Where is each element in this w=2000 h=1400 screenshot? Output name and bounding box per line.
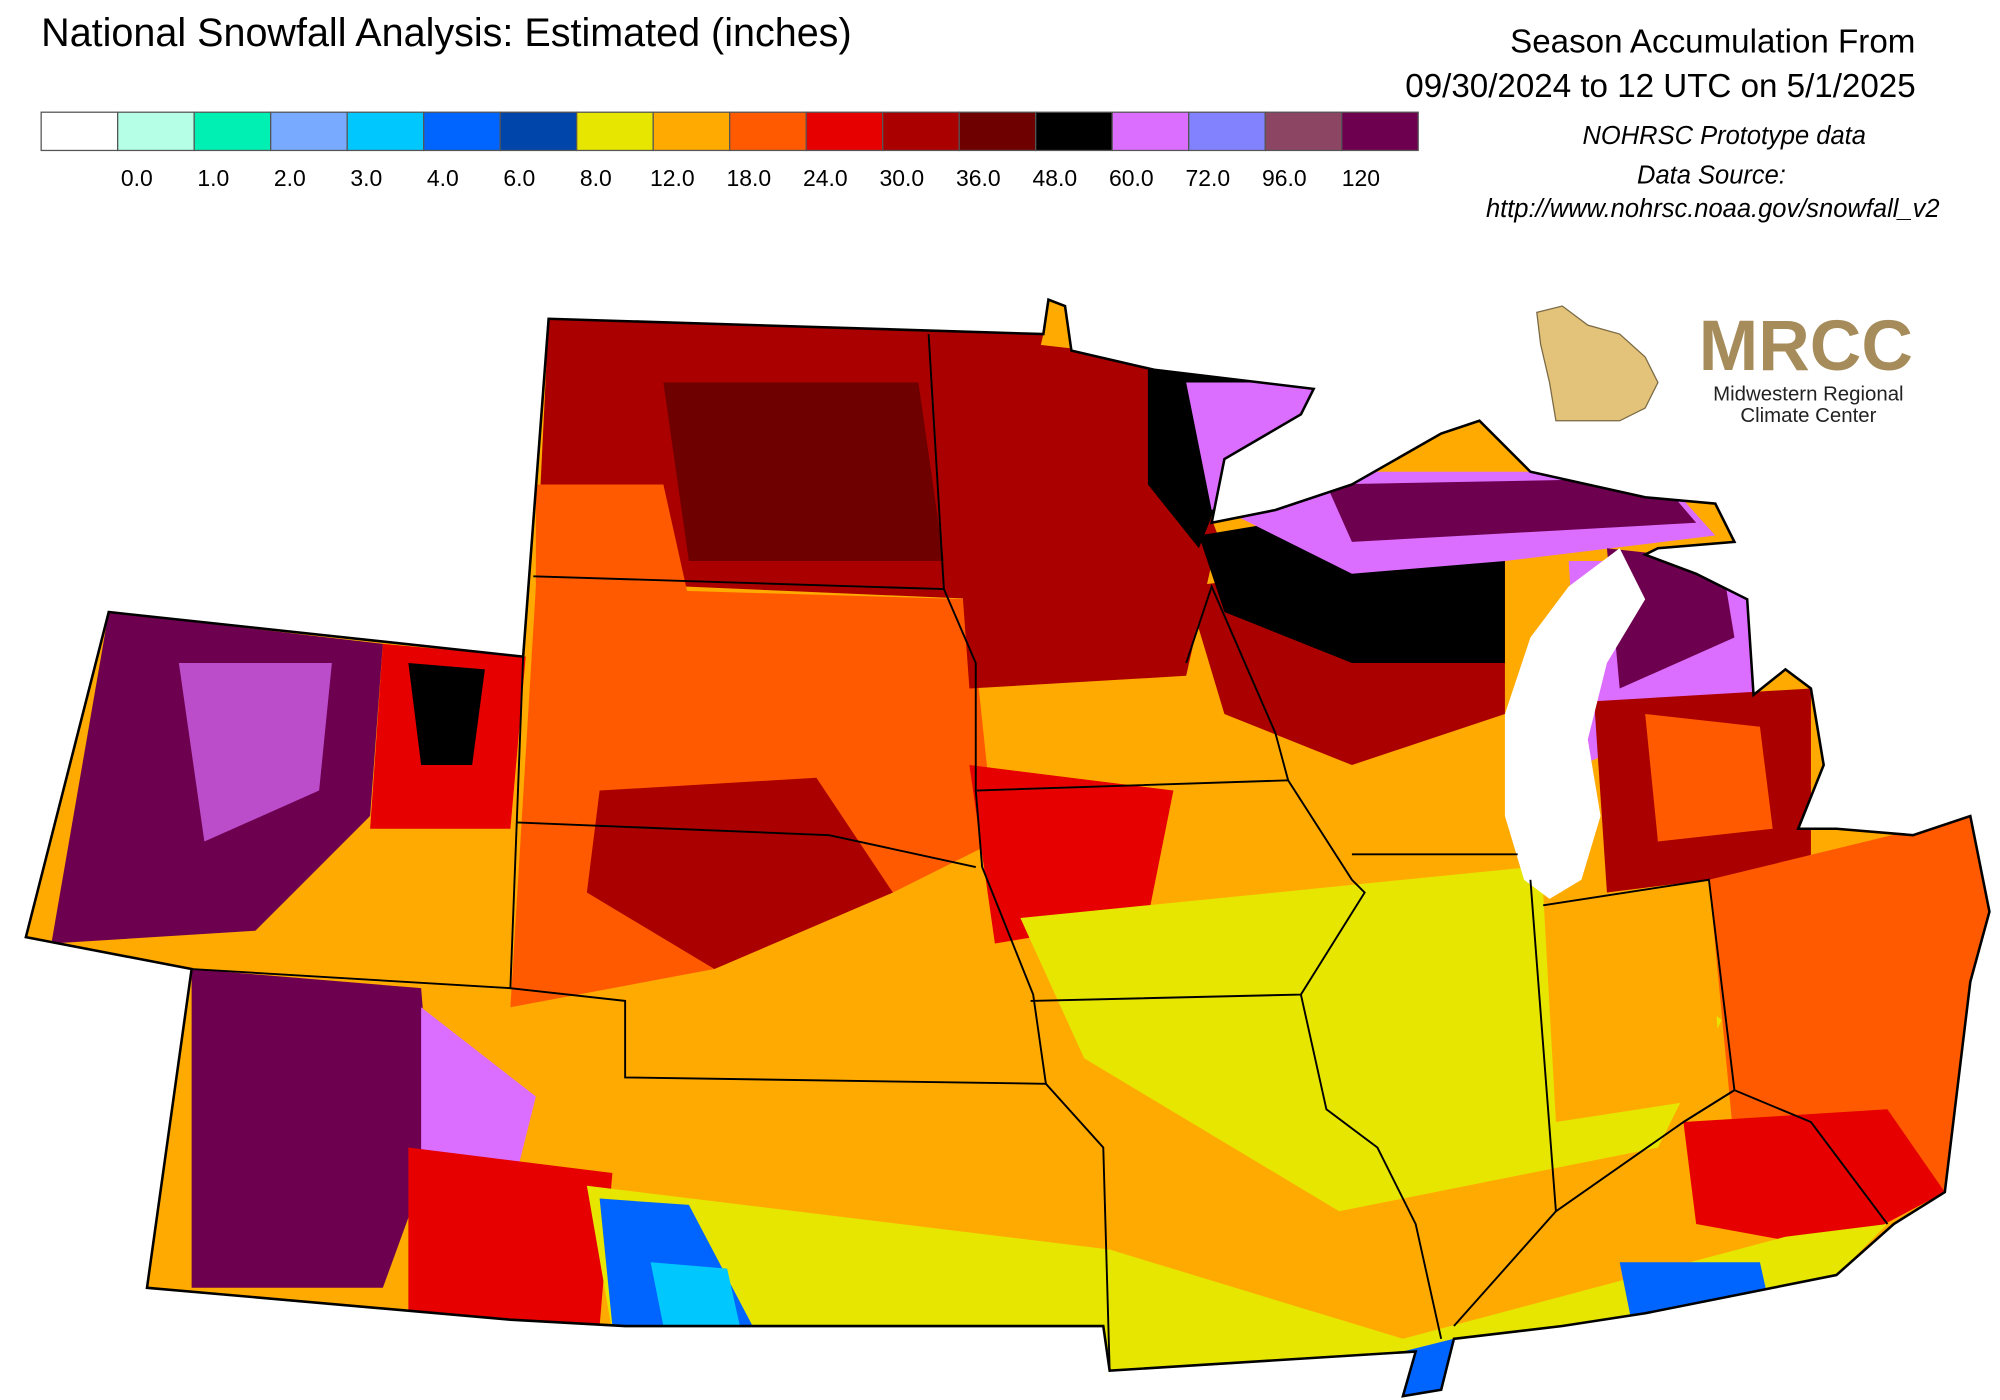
period-line1: Season Accumulation From xyxy=(1510,23,1915,60)
legend-swatch xyxy=(1111,111,1190,152)
legend-label: 36.0 xyxy=(956,165,1001,191)
indiana-orange xyxy=(1543,892,1722,1123)
sw-kansas-cyan xyxy=(650,1262,740,1327)
source-note: NOHRSC Prototype data xyxy=(1582,122,1865,150)
legend-swatch xyxy=(882,111,960,152)
legend-label: 72.0 xyxy=(1186,165,1231,191)
period-line2: 09/30/2024 to 12 UTC on 5/1/2025 xyxy=(1405,68,1915,105)
legend-swatch xyxy=(117,111,195,152)
legend-label: 1.0 xyxy=(197,165,229,191)
legend-swatch xyxy=(346,111,425,152)
logo-line2: Climate Center xyxy=(1740,405,1876,427)
border-il-mo xyxy=(1299,994,1443,1340)
central-yellow xyxy=(1020,867,1722,1212)
legend-label: 24.0 xyxy=(803,165,848,191)
mt-black xyxy=(408,663,485,766)
lake-michigan xyxy=(1504,548,1646,899)
source-url: http://www.nohrsc.noaa.gov/snowfall_v2 xyxy=(1486,195,1940,223)
legend-label: 120 xyxy=(1342,165,1380,191)
legend: 0.0 1.0 2.0 3.0 4.0 6.0 8.0 12.0 18.0 24.0 30.0 36.… xyxy=(40,111,1419,191)
legend-label: 4.0 xyxy=(427,165,459,191)
logo-line1: Midwestern Regional xyxy=(1713,383,1903,405)
legend-swatch xyxy=(805,111,884,152)
logo-map xyxy=(1536,305,1659,422)
legend-swatch xyxy=(576,111,654,152)
nd-west xyxy=(535,484,689,600)
legend-swatch xyxy=(499,111,578,152)
state-borders xyxy=(191,334,1889,1371)
mrcc-logo: MRCC Midwestern Regional Climate Center xyxy=(1536,305,1913,427)
border-mn-wi xyxy=(1185,583,1290,781)
legend-label: 96.0 xyxy=(1262,165,1307,191)
title: National Snowfall Analysis: Estimated (i… xyxy=(41,11,851,55)
legend-label: 6.0 xyxy=(503,165,535,191)
border-sd-ne xyxy=(516,821,976,868)
legend-swatch xyxy=(193,111,272,152)
border-ky-north xyxy=(1555,1089,1889,1225)
ohio-red xyxy=(1708,816,1990,1193)
legend-swatch xyxy=(1341,111,1419,152)
border-ia xyxy=(975,779,1366,1002)
iowa-zone xyxy=(969,765,1174,944)
legend-swatch xyxy=(958,111,1037,152)
mt-streak xyxy=(178,663,332,842)
legend-swatch xyxy=(729,111,807,152)
legend-swatch xyxy=(423,111,501,152)
co-light xyxy=(421,1007,536,1199)
legend-label: 60.0 xyxy=(1109,165,1154,191)
legend-label: 3.0 xyxy=(350,165,382,191)
border-nd-sd xyxy=(533,575,944,591)
up-core xyxy=(1326,478,1697,542)
nd-core xyxy=(663,382,944,562)
legend-swatch xyxy=(1035,111,1113,152)
logo-name: MRCC xyxy=(1699,306,1913,386)
legend-swatch xyxy=(1188,111,1266,152)
legend-label: 18.0 xyxy=(726,165,771,191)
legend-label: 2.0 xyxy=(274,165,306,191)
legend-swatch xyxy=(1264,111,1343,152)
legend-label: 8.0 xyxy=(580,165,612,191)
region-outline xyxy=(24,297,1991,1398)
legend-label: 48.0 xyxy=(1032,165,1077,191)
mi-center xyxy=(1645,714,1773,842)
border-west-mn-ia-mo xyxy=(927,334,1111,1371)
legend-swatch xyxy=(270,111,348,152)
sd-zone xyxy=(586,777,893,970)
co-mountains xyxy=(191,969,434,1288)
source-label: Data Source: xyxy=(1637,162,1786,190)
legend-swatch xyxy=(652,111,731,152)
co-plains xyxy=(408,1147,613,1327)
border-ne-ks xyxy=(510,987,1046,1085)
legend-label: 12.0 xyxy=(650,165,695,191)
legend-swatch xyxy=(40,111,119,152)
mi-north-core xyxy=(1606,548,1735,689)
legend-label: 0.0 xyxy=(121,165,153,191)
legend-label: 30.0 xyxy=(879,165,924,191)
snowfall-field xyxy=(25,299,1990,1397)
